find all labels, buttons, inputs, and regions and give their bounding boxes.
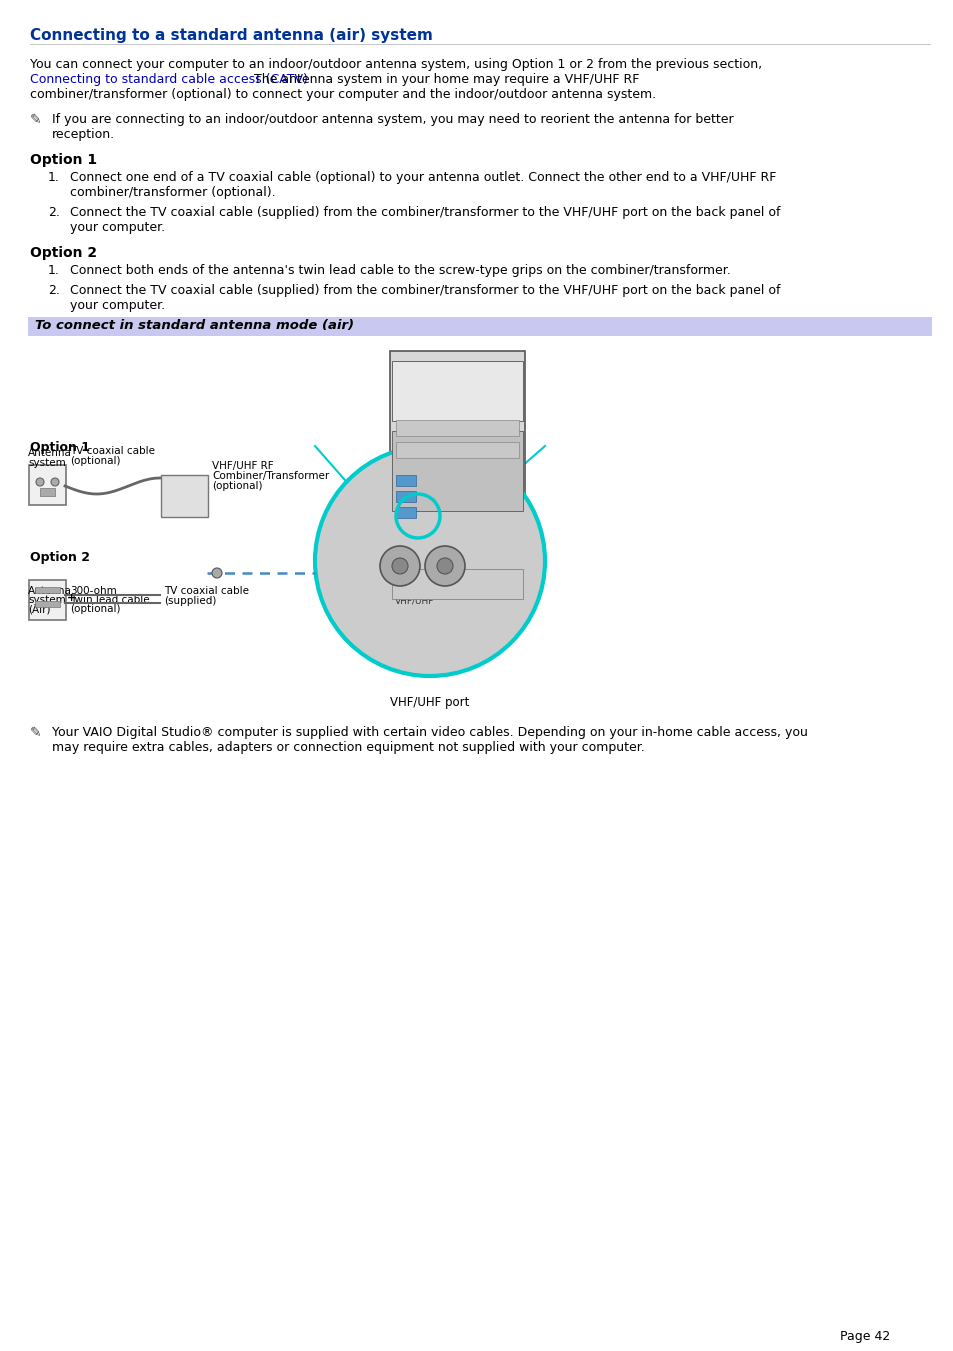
Circle shape <box>212 567 222 578</box>
Circle shape <box>36 478 44 486</box>
Text: Your VAIO Digital Studio® computer is supplied with certain video cables. Depend: Your VAIO Digital Studio® computer is su… <box>52 725 807 739</box>
Text: Page 42: Page 42 <box>840 1329 889 1343</box>
Text: your computer.: your computer. <box>70 222 165 234</box>
Text: Option 1: Option 1 <box>30 153 97 168</box>
Text: Antenna: Antenna <box>28 586 71 596</box>
FancyBboxPatch shape <box>35 601 60 607</box>
Text: VHF/UHF port: VHF/UHF port <box>390 696 469 709</box>
FancyBboxPatch shape <box>392 431 522 511</box>
Text: combiner/transformer (optional).: combiner/transformer (optional). <box>70 186 275 199</box>
Circle shape <box>379 546 419 586</box>
Text: To connect in standard antenna mode (air): To connect in standard antenna mode (air… <box>35 319 354 332</box>
Text: VHF/UHF: VHF/UHF <box>395 596 434 605</box>
Text: Connect both ends of the antenna's twin lead cable to the screw-type grips on th: Connect both ends of the antenna's twin … <box>70 263 730 277</box>
Text: (supplied): (supplied) <box>164 596 216 607</box>
Circle shape <box>51 478 59 486</box>
FancyBboxPatch shape <box>161 476 208 517</box>
FancyBboxPatch shape <box>28 317 931 336</box>
FancyBboxPatch shape <box>40 488 55 496</box>
Text: 300-ohm: 300-ohm <box>70 586 116 596</box>
Text: TV coaxial cable: TV coaxial cable <box>164 586 249 596</box>
Text: system: system <box>28 594 66 605</box>
FancyBboxPatch shape <box>392 361 522 422</box>
Text: VHF/UHF RF: VHF/UHF RF <box>212 461 274 471</box>
Text: system: system <box>28 458 66 467</box>
FancyBboxPatch shape <box>35 586 60 593</box>
Circle shape <box>392 558 408 574</box>
Text: reception.: reception. <box>52 128 115 141</box>
Text: (optional): (optional) <box>212 481 262 490</box>
Text: Connecting to standard cable access (CATV): Connecting to standard cable access (CAT… <box>30 73 308 86</box>
Text: Option 2: Option 2 <box>30 246 97 259</box>
Text: Antenna: Antenna <box>28 449 71 458</box>
FancyBboxPatch shape <box>29 580 66 620</box>
Text: 2.: 2. <box>48 205 60 219</box>
Text: Connect the TV coaxial cable (supplied) from the combiner/transformer to the VHF: Connect the TV coaxial cable (supplied) … <box>70 205 780 219</box>
FancyBboxPatch shape <box>395 442 518 458</box>
FancyBboxPatch shape <box>395 507 416 517</box>
Circle shape <box>424 546 464 586</box>
FancyBboxPatch shape <box>392 569 522 598</box>
Text: +: + <box>67 593 76 603</box>
Text: your computer.: your computer. <box>70 299 165 312</box>
Text: Option 1: Option 1 <box>30 440 90 454</box>
Text: The antenna system in your home may require a VHF/UHF RF: The antenna system in your home may requ… <box>251 73 639 86</box>
Text: Option 2: Option 2 <box>30 551 90 563</box>
Text: TV coaxial cable: TV coaxial cable <box>70 446 154 457</box>
Text: Combiner/Transformer: Combiner/Transformer <box>212 471 329 481</box>
FancyBboxPatch shape <box>29 465 66 505</box>
Text: If you are connecting to an indoor/outdoor antenna system, you may need to reori: If you are connecting to an indoor/outdo… <box>52 113 733 126</box>
Circle shape <box>436 558 453 574</box>
Text: (Air): (Air) <box>28 604 51 613</box>
FancyBboxPatch shape <box>395 476 416 486</box>
Circle shape <box>314 446 544 676</box>
Text: Twin lead cable: Twin lead cable <box>70 594 150 605</box>
Text: Connect the TV coaxial cable (supplied) from the combiner/transformer to the VHF: Connect the TV coaxial cable (supplied) … <box>70 284 780 297</box>
Text: 1.: 1. <box>48 172 60 184</box>
Text: 1.: 1. <box>48 263 60 277</box>
Text: 2.: 2. <box>48 284 60 297</box>
Text: (optional): (optional) <box>70 457 120 466</box>
Text: Connect one end of a TV coaxial cable (optional) to your antenna outlet. Connect: Connect one end of a TV coaxial cable (o… <box>70 172 776 184</box>
FancyBboxPatch shape <box>395 420 518 436</box>
Text: ✎: ✎ <box>30 725 42 740</box>
Text: (optional): (optional) <box>70 604 120 613</box>
Text: combiner/transformer (optional) to connect your computer and the indoor/outdoor : combiner/transformer (optional) to conne… <box>30 88 656 101</box>
Text: may require extra cables, adapters or connection equipment not supplied with you: may require extra cables, adapters or co… <box>52 740 644 754</box>
Text: You can connect your computer to an indoor/outdoor antenna system, using Option : You can connect your computer to an indo… <box>30 58 761 72</box>
Text: Connecting to a standard antenna (air) system: Connecting to a standard antenna (air) s… <box>30 28 433 43</box>
FancyBboxPatch shape <box>390 351 524 601</box>
FancyBboxPatch shape <box>395 490 416 503</box>
Text: ✎: ✎ <box>30 113 42 127</box>
